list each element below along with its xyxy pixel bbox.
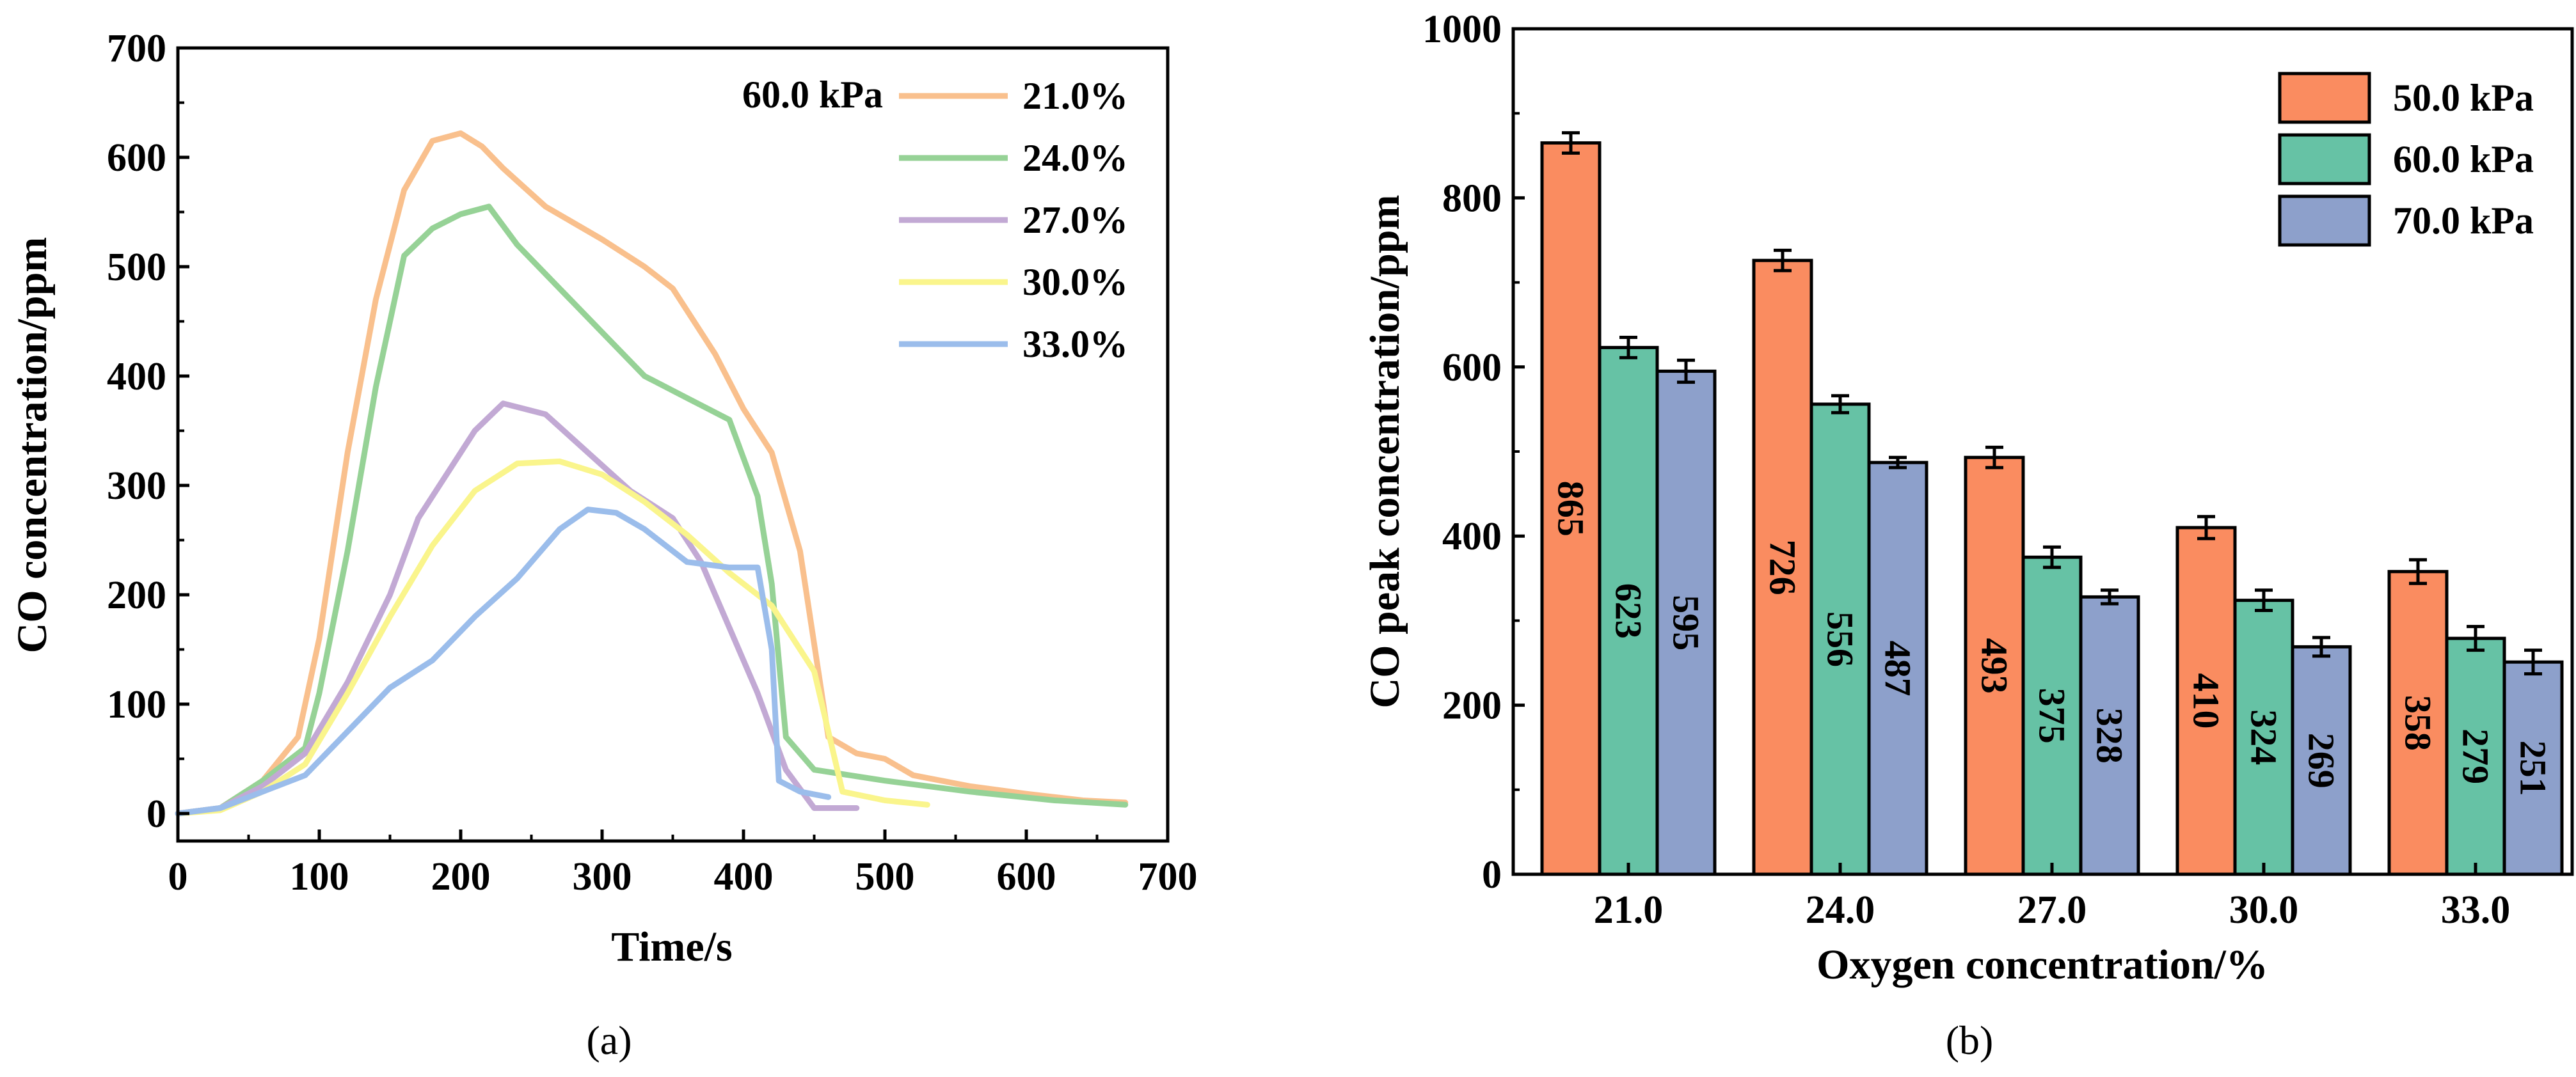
x-tick-label: 100: [290, 855, 349, 899]
legend-label: 24.0%: [1022, 137, 1128, 179]
y-tick-label: 700: [107, 27, 166, 70]
legend-swatch: [2278, 72, 2371, 124]
y-tick-label: 100: [107, 683, 166, 727]
bar-600-21.0: [1598, 345, 1659, 876]
bar-value-label: 269: [2301, 733, 2342, 789]
legend-swatch: [2278, 194, 2371, 247]
bar-value-label: 623: [1608, 583, 1650, 639]
y-tick-label: 0: [147, 792, 166, 836]
y-tick-label: 0: [1482, 853, 1502, 897]
legend: 50.0 kPa 60.0 kPa 70.0 kPa: [2278, 72, 2534, 247]
legend-label: 33.0%: [1022, 323, 1128, 365]
bar-chart-panel: 865 623 595 726 556 487 493 375 328 410 324 269 358 2…: [1362, 8, 2574, 1063]
x-tick-label: 27.0: [2017, 888, 2087, 932]
x-tick-label: 21.0: [1594, 888, 1664, 932]
bar-value-label: 487: [1877, 641, 1919, 696]
y-axis-title: CO peak concentration/ppm: [1362, 194, 1408, 708]
bar-value-label: 595: [1666, 595, 1707, 650]
y-tick-label: 400: [107, 355, 166, 398]
legend-label: 50.0 kPa: [2393, 77, 2534, 119]
y-tick-label: 600: [107, 136, 166, 180]
bar-value-label: 251: [2513, 741, 2554, 796]
bar-value-label: 324: [2243, 709, 2285, 765]
legend-label: 21.0%: [1022, 75, 1128, 117]
x-tick-label: 400: [714, 855, 774, 899]
line-series-group: [175, 130, 1129, 817]
y-tick-label: 400: [1442, 515, 1502, 558]
x-tick-label: 300: [573, 855, 632, 899]
y-tick-label: 200: [107, 574, 166, 617]
bar-value-label: 865: [1550, 481, 1592, 537]
bar-value-label: 328: [2089, 708, 2131, 764]
bar-value-label: 279: [2455, 728, 2497, 784]
legend-label: 27.0%: [1022, 199, 1128, 241]
legend-label: 70.0 kPa: [2393, 200, 2534, 242]
x-axis-title: Oxygen concentration/%: [1817, 941, 2268, 988]
series-line-270: [175, 400, 860, 817]
x-tick-label: 500: [855, 855, 915, 899]
axis-ticks: 0 100 200 300 400 500 600 700 0 100 200 300 400 500 60…: [107, 27, 1198, 899]
bar-500-27.0: [1964, 455, 2025, 876]
y-axis-title: CO concentration/ppm: [9, 237, 56, 654]
line-chart-panel: 0 100 200 300 400 500 600 700 0 100 200 300 400 500 60…: [9, 27, 1198, 1063]
legend-title: 60.0 kPa: [742, 74, 883, 116]
legend-label: 30.0%: [1022, 261, 1128, 303]
x-tick-label: 700: [1138, 855, 1198, 899]
x-tick-label: 200: [431, 855, 491, 899]
bar-700-27.0: [2079, 595, 2140, 876]
legend: 60.0 kPa 21.0% 24.0% 27.0% 30.0% 33.0%: [742, 74, 1128, 365]
bar-value-label: 375: [2031, 688, 2073, 744]
bar-500-24.0: [1752, 258, 1813, 876]
bar-value-label: 410: [2186, 673, 2227, 728]
series-line-300: [175, 458, 930, 817]
x-tick-label: 600: [997, 855, 1056, 899]
panel-caption: (a): [586, 1018, 632, 1063]
x-tick-label: 24.0: [1806, 888, 1875, 932]
x-tick-label: 33.0: [2441, 888, 2511, 932]
axis-ticks: 0 200 400 600 800 1000 21.0 24.0 27.0 30.0 33.0: [1422, 8, 2510, 932]
legend-swatch: [2278, 133, 2371, 185]
y-tick-label: 500: [107, 246, 166, 289]
bar-value-label: 358: [2397, 695, 2439, 751]
panel-caption: (b): [1946, 1018, 1994, 1063]
bar-value-label: 556: [1820, 611, 1861, 667]
series-line-330: [175, 507, 832, 817]
bar-series-group: 865 623 595 726 556 487 493 375 328 410 324 269 358 2…: [1540, 131, 2564, 876]
series-line-240: [175, 203, 1129, 817]
legend-label: 60.0 kPa: [2393, 138, 2534, 180]
y-tick-label: 800: [1442, 177, 1502, 220]
x-tick-label: 30.0: [2229, 888, 2299, 932]
bar-700-21.0: [1655, 369, 1717, 876]
x-axis-title: Time/s: [611, 924, 732, 970]
y-tick-label: 1000: [1422, 8, 1502, 51]
bar-value-label: 726: [1762, 540, 1804, 595]
bar-value-label: 493: [1974, 638, 2015, 694]
y-tick-label: 300: [107, 464, 166, 508]
series-line-210: [175, 130, 1129, 817]
y-tick-label: 200: [1442, 684, 1502, 728]
x-tick-label: 0: [168, 855, 188, 899]
y-tick-label: 600: [1442, 346, 1502, 389]
